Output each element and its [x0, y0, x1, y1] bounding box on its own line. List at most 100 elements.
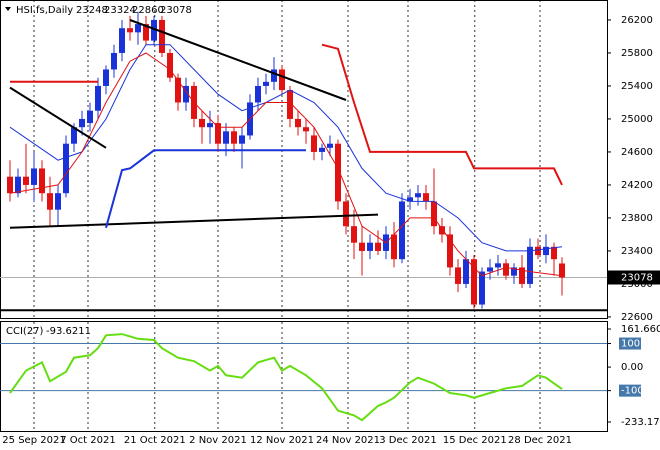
- candle-body: [391, 234, 397, 260]
- candle-body: [303, 127, 309, 132]
- y-tick-label: -233.1713: [621, 417, 660, 428]
- candle-body: [527, 246, 533, 284]
- candle-body: [159, 19, 165, 53]
- candle-body: [487, 267, 493, 272]
- candle-body: [271, 69, 277, 82]
- candle-body: [119, 28, 125, 53]
- candle-body: [31, 168, 37, 185]
- candle-body: [95, 85, 101, 111]
- level-box: [619, 384, 641, 397]
- cci-last-value: -93.6211: [46, 326, 91, 337]
- candle-body: [135, 24, 141, 33]
- x-tick-label: 21 Oct 2021: [124, 435, 186, 446]
- candle-body: [255, 85, 261, 103]
- y-tick-label: 0.00: [621, 362, 643, 373]
- candle-body: [295, 118, 301, 128]
- candle-body: [551, 246, 557, 260]
- overlay-line: [129, 19, 347, 101]
- candle-body: [103, 69, 109, 86]
- candle-body: [439, 226, 445, 235]
- cci-panel-border: [0, 321, 608, 432]
- candle-body: [79, 118, 85, 128]
- candle-body: [471, 259, 477, 305]
- x-tick-label: 25 Sep 2021: [2, 435, 65, 446]
- candle-body: [399, 201, 405, 260]
- cci-title: CCI(27): [6, 326, 44, 337]
- candle-body: [375, 242, 381, 251]
- candle-body: [47, 193, 53, 210]
- candle-body: [319, 147, 325, 152]
- x-tick-label: 12 Nov 2021: [250, 435, 314, 446]
- y-tick-label: -100: [621, 386, 644, 397]
- y-tick-label: 25800: [621, 48, 653, 59]
- y-tick-label: 25400: [621, 81, 653, 92]
- candle-body: [39, 168, 45, 194]
- x-tick-label: 15 Dec 2021: [443, 435, 507, 446]
- candle-body: [87, 110, 93, 124]
- x-tick-label: 3 Dec 2021: [379, 435, 437, 446]
- candle-body: [223, 131, 229, 144]
- candle-body: [311, 135, 317, 152]
- candle-body: [71, 127, 77, 144]
- header-low: 22860: [132, 5, 164, 16]
- y-tick-label: 100: [621, 339, 640, 350]
- candle-body: [479, 271, 485, 305]
- candle-body: [239, 135, 245, 144]
- candle-body: [167, 52, 173, 78]
- candle-body: [151, 19, 157, 41]
- x-tick-label: 2 Nov 2021: [189, 435, 247, 446]
- last-price-label: 23078: [621, 272, 653, 283]
- candle-body: [415, 193, 421, 198]
- overlay-line: [9, 52, 563, 277]
- candle-body: [543, 246, 549, 256]
- x-tick-label: 28 Dec 2021: [508, 435, 572, 446]
- y-tick-label: 23400: [621, 246, 653, 257]
- header-close: 23078: [160, 5, 192, 16]
- candle-body: [279, 69, 285, 91]
- candle-body: [127, 28, 133, 33]
- overlay-line: [9, 44, 563, 252]
- candle-body: [351, 226, 357, 243]
- y-tick-label: 23800: [621, 213, 653, 224]
- overlay-line: [10, 43, 563, 186]
- candle-body: [55, 193, 61, 210]
- candle-body: [447, 234, 453, 268]
- candle-body: [23, 176, 29, 185]
- candle-body: [407, 197, 413, 202]
- header-high: 23324: [104, 5, 136, 16]
- candle-body: [367, 242, 373, 251]
- candle-body: [359, 242, 365, 251]
- x-tick-label: 7 Oct 2021: [60, 435, 115, 446]
- candle-body: [503, 263, 509, 276]
- candle-body: [559, 263, 565, 278]
- candle-body: [495, 263, 501, 268]
- candle-body: [327, 143, 333, 148]
- candle-body: [287, 90, 293, 119]
- candle-body: [431, 201, 437, 227]
- x-tick-label: 24 Nov 2021: [316, 435, 380, 446]
- candle-body: [183, 85, 189, 103]
- candle-body: [7, 176, 13, 194]
- candle-body: [63, 143, 69, 194]
- last-price-box: [607, 270, 660, 285]
- y-tick-label: 161.6609: [621, 324, 660, 335]
- price-layer: [0, 0, 607, 318]
- main-title: HSI.fs,Daily: [16, 5, 73, 16]
- panel-menu-icon[interactable]: [5, 7, 11, 11]
- candle-body: [143, 24, 149, 41]
- y-tick-label: 24600: [621, 147, 653, 158]
- y-tick-label: 25000: [621, 114, 653, 125]
- candle-body: [15, 176, 21, 194]
- y-tick-label: 26200: [621, 15, 653, 26]
- candle-body: [343, 201, 349, 227]
- main-panel-border: [0, 0, 608, 319]
- candle-body: [231, 131, 237, 144]
- candle-body: [463, 259, 469, 284]
- candle-body: [535, 246, 541, 256]
- candle-body: [423, 193, 429, 202]
- level-box: [619, 337, 641, 350]
- overlay-line: [105, 149, 306, 229]
- candle-body: [111, 52, 117, 70]
- header-open: 23248: [76, 5, 108, 16]
